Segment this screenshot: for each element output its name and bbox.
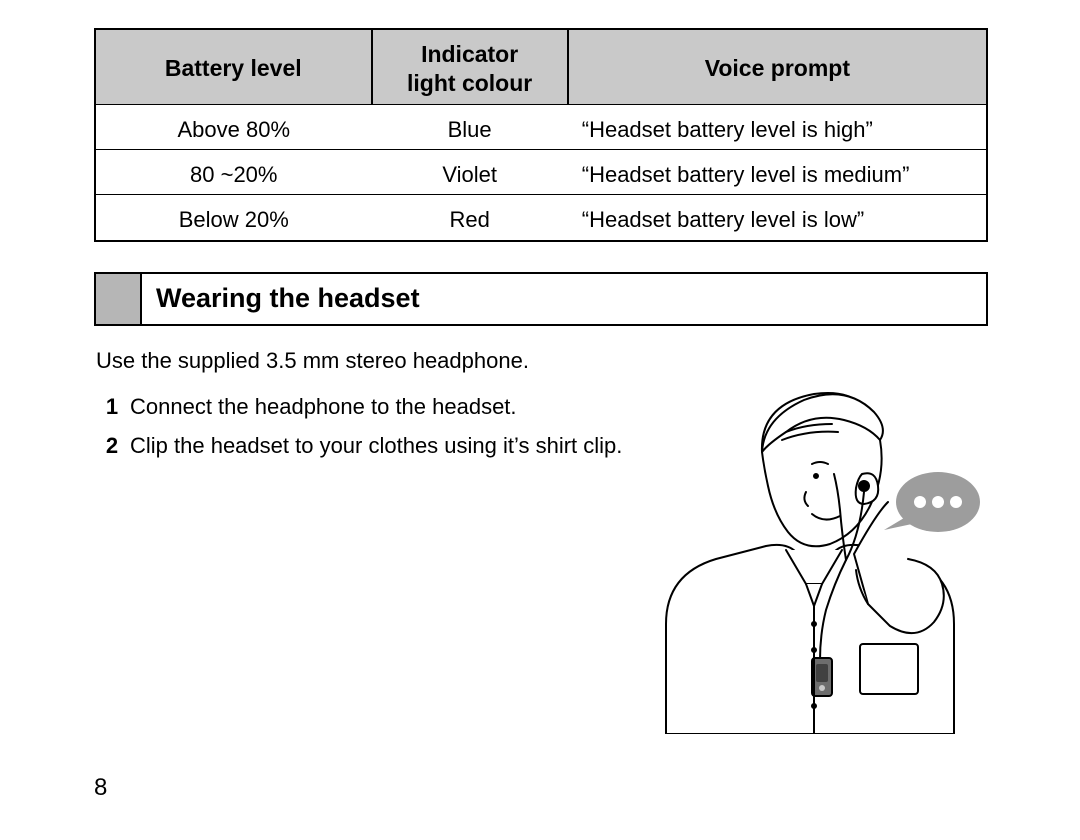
cell-voice-prompt: “Headset battery level is low” — [568, 195, 987, 241]
cell-voice-prompt: “Headset battery level is high” — [568, 104, 987, 149]
table-row: Below 20% Red “Headset battery level is … — [95, 195, 987, 241]
section-header: Wearing the headset — [94, 272, 988, 326]
col-header-battery-level: Battery level — [95, 29, 372, 104]
cell-indicator-colour: Blue — [372, 104, 568, 149]
cell-indicator-colour: Red — [372, 195, 568, 241]
table-row: Above 80% Blue “Headset battery level is… — [95, 104, 987, 149]
list-item: 1 Connect the headphone to the headset. — [94, 392, 634, 422]
step-number: 1 — [94, 392, 130, 422]
intro-text: Use the supplied 3.5 mm stereo headphone… — [96, 348, 988, 374]
person-headset-icon — [636, 374, 988, 734]
cell-battery-level: Below 20% — [95, 195, 372, 241]
table-row: 80 ~20% Violet “Headset battery level is… — [95, 149, 987, 194]
step-text: Clip the headset to your clothes using i… — [130, 431, 634, 461]
cell-voice-prompt: “Headset battery level is medium” — [568, 149, 987, 194]
step-text: Connect the headphone to the headset. — [130, 392, 634, 422]
battery-table: Battery level Indicator light colour Voi… — [94, 28, 988, 242]
step-number: 2 — [94, 431, 130, 461]
section-tab-icon — [96, 274, 142, 324]
section-title: Wearing the headset — [142, 274, 986, 324]
page-number: 8 — [94, 774, 107, 802]
wearing-illustration — [636, 374, 988, 734]
speech-bubble-icon — [884, 472, 980, 532]
cell-battery-level: 80 ~20% — [95, 149, 372, 194]
steps-list: 1 Connect the headphone to the headset. … — [94, 392, 634, 471]
col-header-indicator-colour: Indicator light colour — [372, 29, 568, 104]
table-header-row: Battery level Indicator light colour Voi… — [95, 29, 987, 104]
list-item: 2 Clip the headset to your clothes using… — [94, 431, 634, 461]
col-header-voice-prompt: Voice prompt — [568, 29, 987, 104]
cell-battery-level: Above 80% — [95, 104, 372, 149]
cell-indicator-colour: Violet — [372, 149, 568, 194]
